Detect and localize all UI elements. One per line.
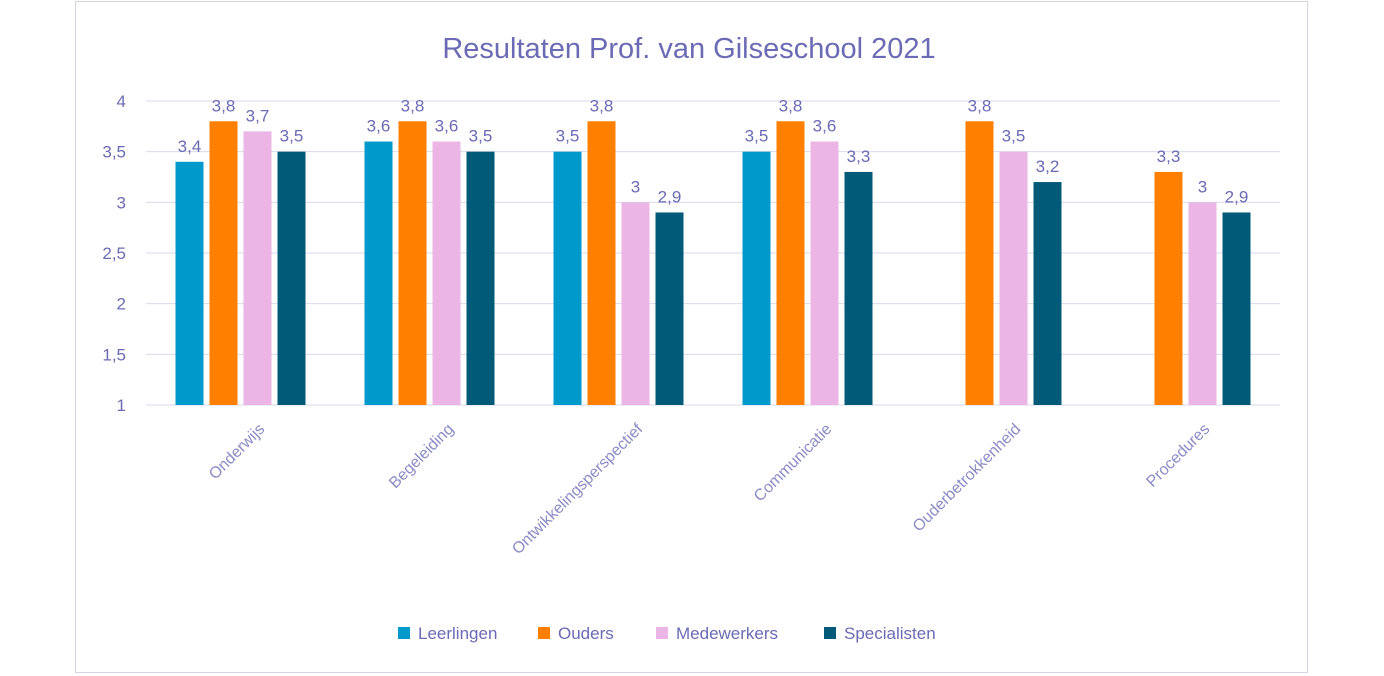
- bar-specialisten-communicatie: [844, 171, 873, 405]
- x-category-label: Procedures: [1143, 421, 1213, 491]
- x-category-label: Ouderbetrokkenheid: [910, 421, 1025, 536]
- data-label: 2,9: [658, 187, 682, 206]
- gridlines: [146, 100, 1280, 406]
- data-label: 3,5: [745, 127, 769, 146]
- bar-specialisten-onderwijs: [277, 151, 306, 405]
- bar-chart: Resultaten Prof. van Gilseschool 2021 11…: [102, 33, 1280, 643]
- x-category-label: Onderwijs: [206, 421, 268, 483]
- data-label: 3,8: [212, 96, 236, 115]
- data-label: 3,6: [435, 117, 459, 136]
- data-label: 3: [1198, 177, 1207, 196]
- x-category-label: Ontwikkelingsperspectief: [509, 420, 647, 558]
- x-category-label: Begeleiding: [386, 421, 457, 492]
- data-label: 3,8: [779, 96, 803, 115]
- bar-leerlingen-onderwijs: [175, 161, 204, 405]
- bar-specialisten-procedures: [1222, 212, 1251, 405]
- data-label: 3,5: [1002, 127, 1026, 146]
- bar-leerlingen-begeleiding: [364, 141, 393, 406]
- data-label: 3,3: [1157, 147, 1181, 166]
- bars: [175, 121, 1251, 406]
- bar-ouders-begeleiding: [398, 121, 427, 406]
- bar-medewerkers-onderwijs: [243, 131, 272, 405]
- bar-medewerkers-begeleiding: [432, 141, 461, 406]
- data-label: 3,6: [813, 117, 837, 136]
- data-label: 3,8: [968, 96, 992, 115]
- data-label: 2,9: [1225, 187, 1249, 206]
- bar-medewerkers-communicatie: [810, 141, 839, 406]
- legend-label-specialisten: Specialisten: [844, 624, 936, 643]
- data-label: 3,8: [590, 96, 614, 115]
- y-tick-label: 3: [117, 193, 126, 212]
- legend-label-ouders: Ouders: [558, 624, 614, 643]
- bar-specialisten-ontwikkelingsperspectief: [655, 212, 684, 405]
- legend-label-medewerkers: Medewerkers: [676, 624, 778, 643]
- y-tick-label: 2,5: [102, 244, 126, 263]
- bar-ouders-communicatie: [776, 121, 805, 406]
- data-label: 3,4: [178, 137, 202, 156]
- bar-specialisten-ouderbetrokkenheid: [1033, 182, 1062, 405]
- bar-ouders-ontwikkelingsperspectief: [587, 121, 616, 406]
- data-label: 3,6: [367, 117, 391, 136]
- y-tick-label: 1,5: [102, 345, 126, 364]
- x-axis-categories: Onderwijs Begeleiding Ontwikkelingsperspec…: [206, 420, 1213, 558]
- data-labels: 3,4 3,8 3,7 3,5 3,6 3,8 3,6 3,5 3,5 3,8 3 2,9 3,5 3,8…: [178, 96, 1249, 206]
- data-label: 3,8: [401, 96, 425, 115]
- legend-swatch-leerlingen: [398, 627, 410, 639]
- bar-ouders-ouderbetrokkenheid: [965, 121, 994, 406]
- legend-swatch-specialisten: [824, 627, 836, 639]
- data-label: 3,5: [280, 127, 304, 146]
- bar-specialisten-begeleiding: [466, 151, 495, 405]
- legend-swatch-ouders: [538, 627, 550, 639]
- legend: Leerlingen Ouders Medewerkers Specialisten: [398, 624, 936, 643]
- legend-label-leerlingen: Leerlingen: [418, 624, 497, 643]
- bar-ouders-procedures: [1154, 171, 1183, 405]
- data-label: 3,5: [469, 127, 493, 146]
- bar-ouders-onderwijs: [209, 121, 238, 406]
- y-tick-label: 4: [117, 92, 126, 111]
- y-tick-label: 2: [117, 295, 126, 314]
- data-label: 3,5: [556, 127, 580, 146]
- data-label: 3,3: [847, 147, 871, 166]
- data-label: 3,2: [1036, 157, 1060, 176]
- x-category-label: Communicatie: [751, 421, 835, 505]
- chart-title: Resultaten Prof. van Gilseschool 2021: [442, 33, 935, 65]
- y-axis-ticks: 1 1,5 2 2,5 3 3,5 4: [102, 92, 126, 415]
- bar-leerlingen-communicatie: [742, 151, 771, 405]
- bar-medewerkers-procedures: [1188, 202, 1217, 405]
- y-tick-label: 3,5: [102, 143, 126, 162]
- legend-swatch-medewerkers: [656, 627, 668, 639]
- y-tick-label: 1: [117, 396, 126, 415]
- bar-medewerkers-ontwikkelingsperspectief: [621, 202, 650, 405]
- bar-leerlingen-ontwikkelingsperspectief: [553, 151, 582, 405]
- data-label: 3: [631, 177, 640, 196]
- data-label: 3,7: [246, 106, 270, 125]
- bar-medewerkers-ouderbetrokkenheid: [999, 151, 1028, 405]
